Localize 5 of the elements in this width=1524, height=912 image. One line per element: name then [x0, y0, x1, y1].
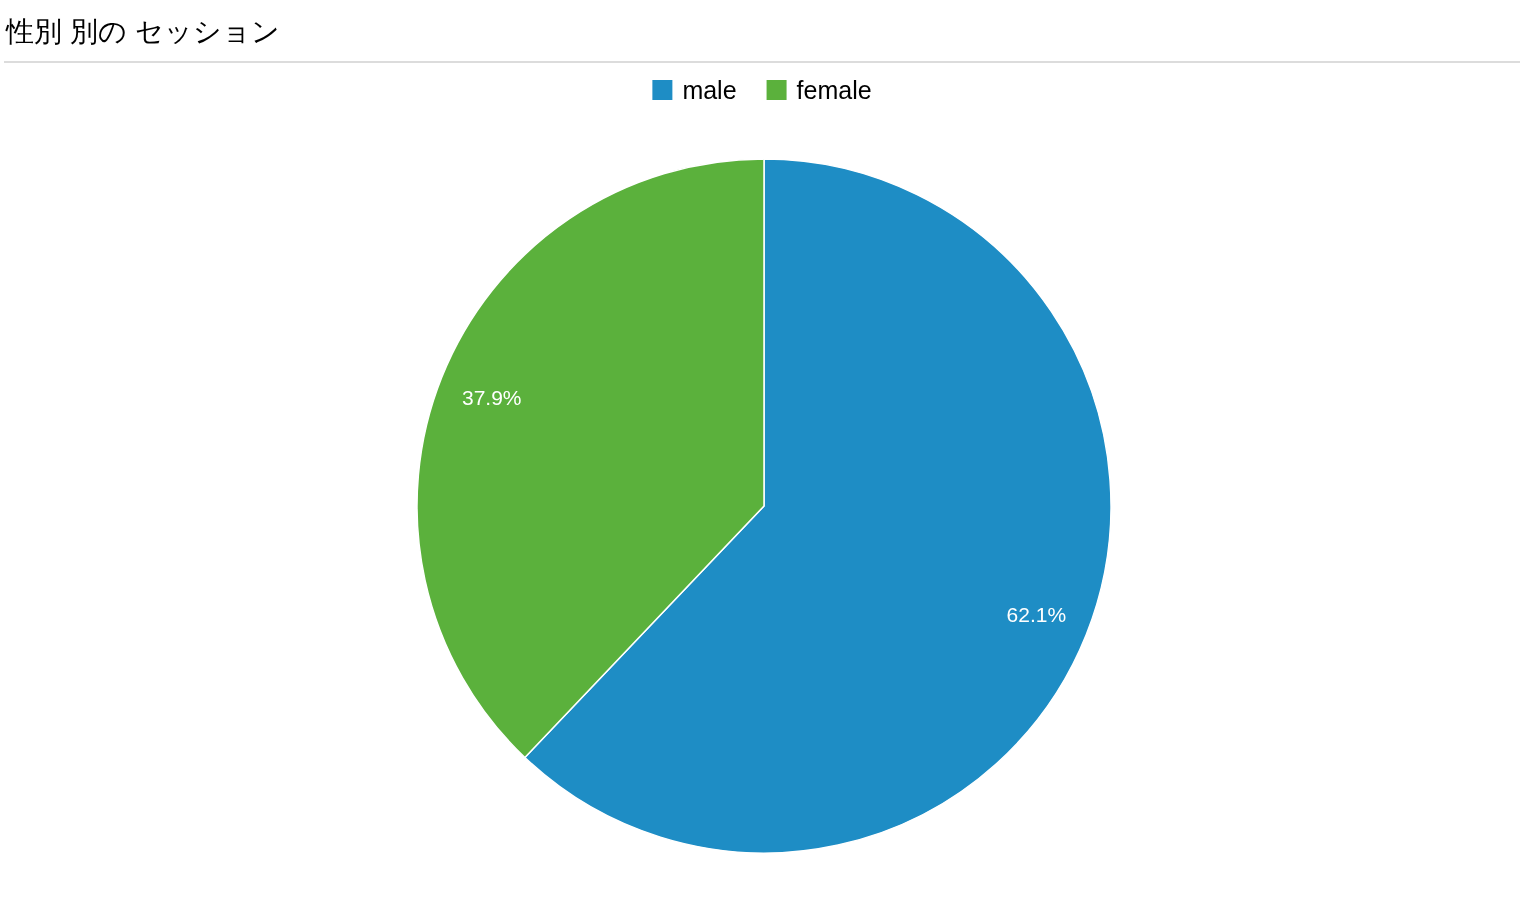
text: 性別 別の セッション [5, 16, 280, 47]
legend-label: female [796, 76, 872, 104]
data-label: 62.1% [1006, 603, 1067, 627]
data-label: 37.9% [461, 385, 522, 409]
legend-label: male [682, 76, 737, 104]
